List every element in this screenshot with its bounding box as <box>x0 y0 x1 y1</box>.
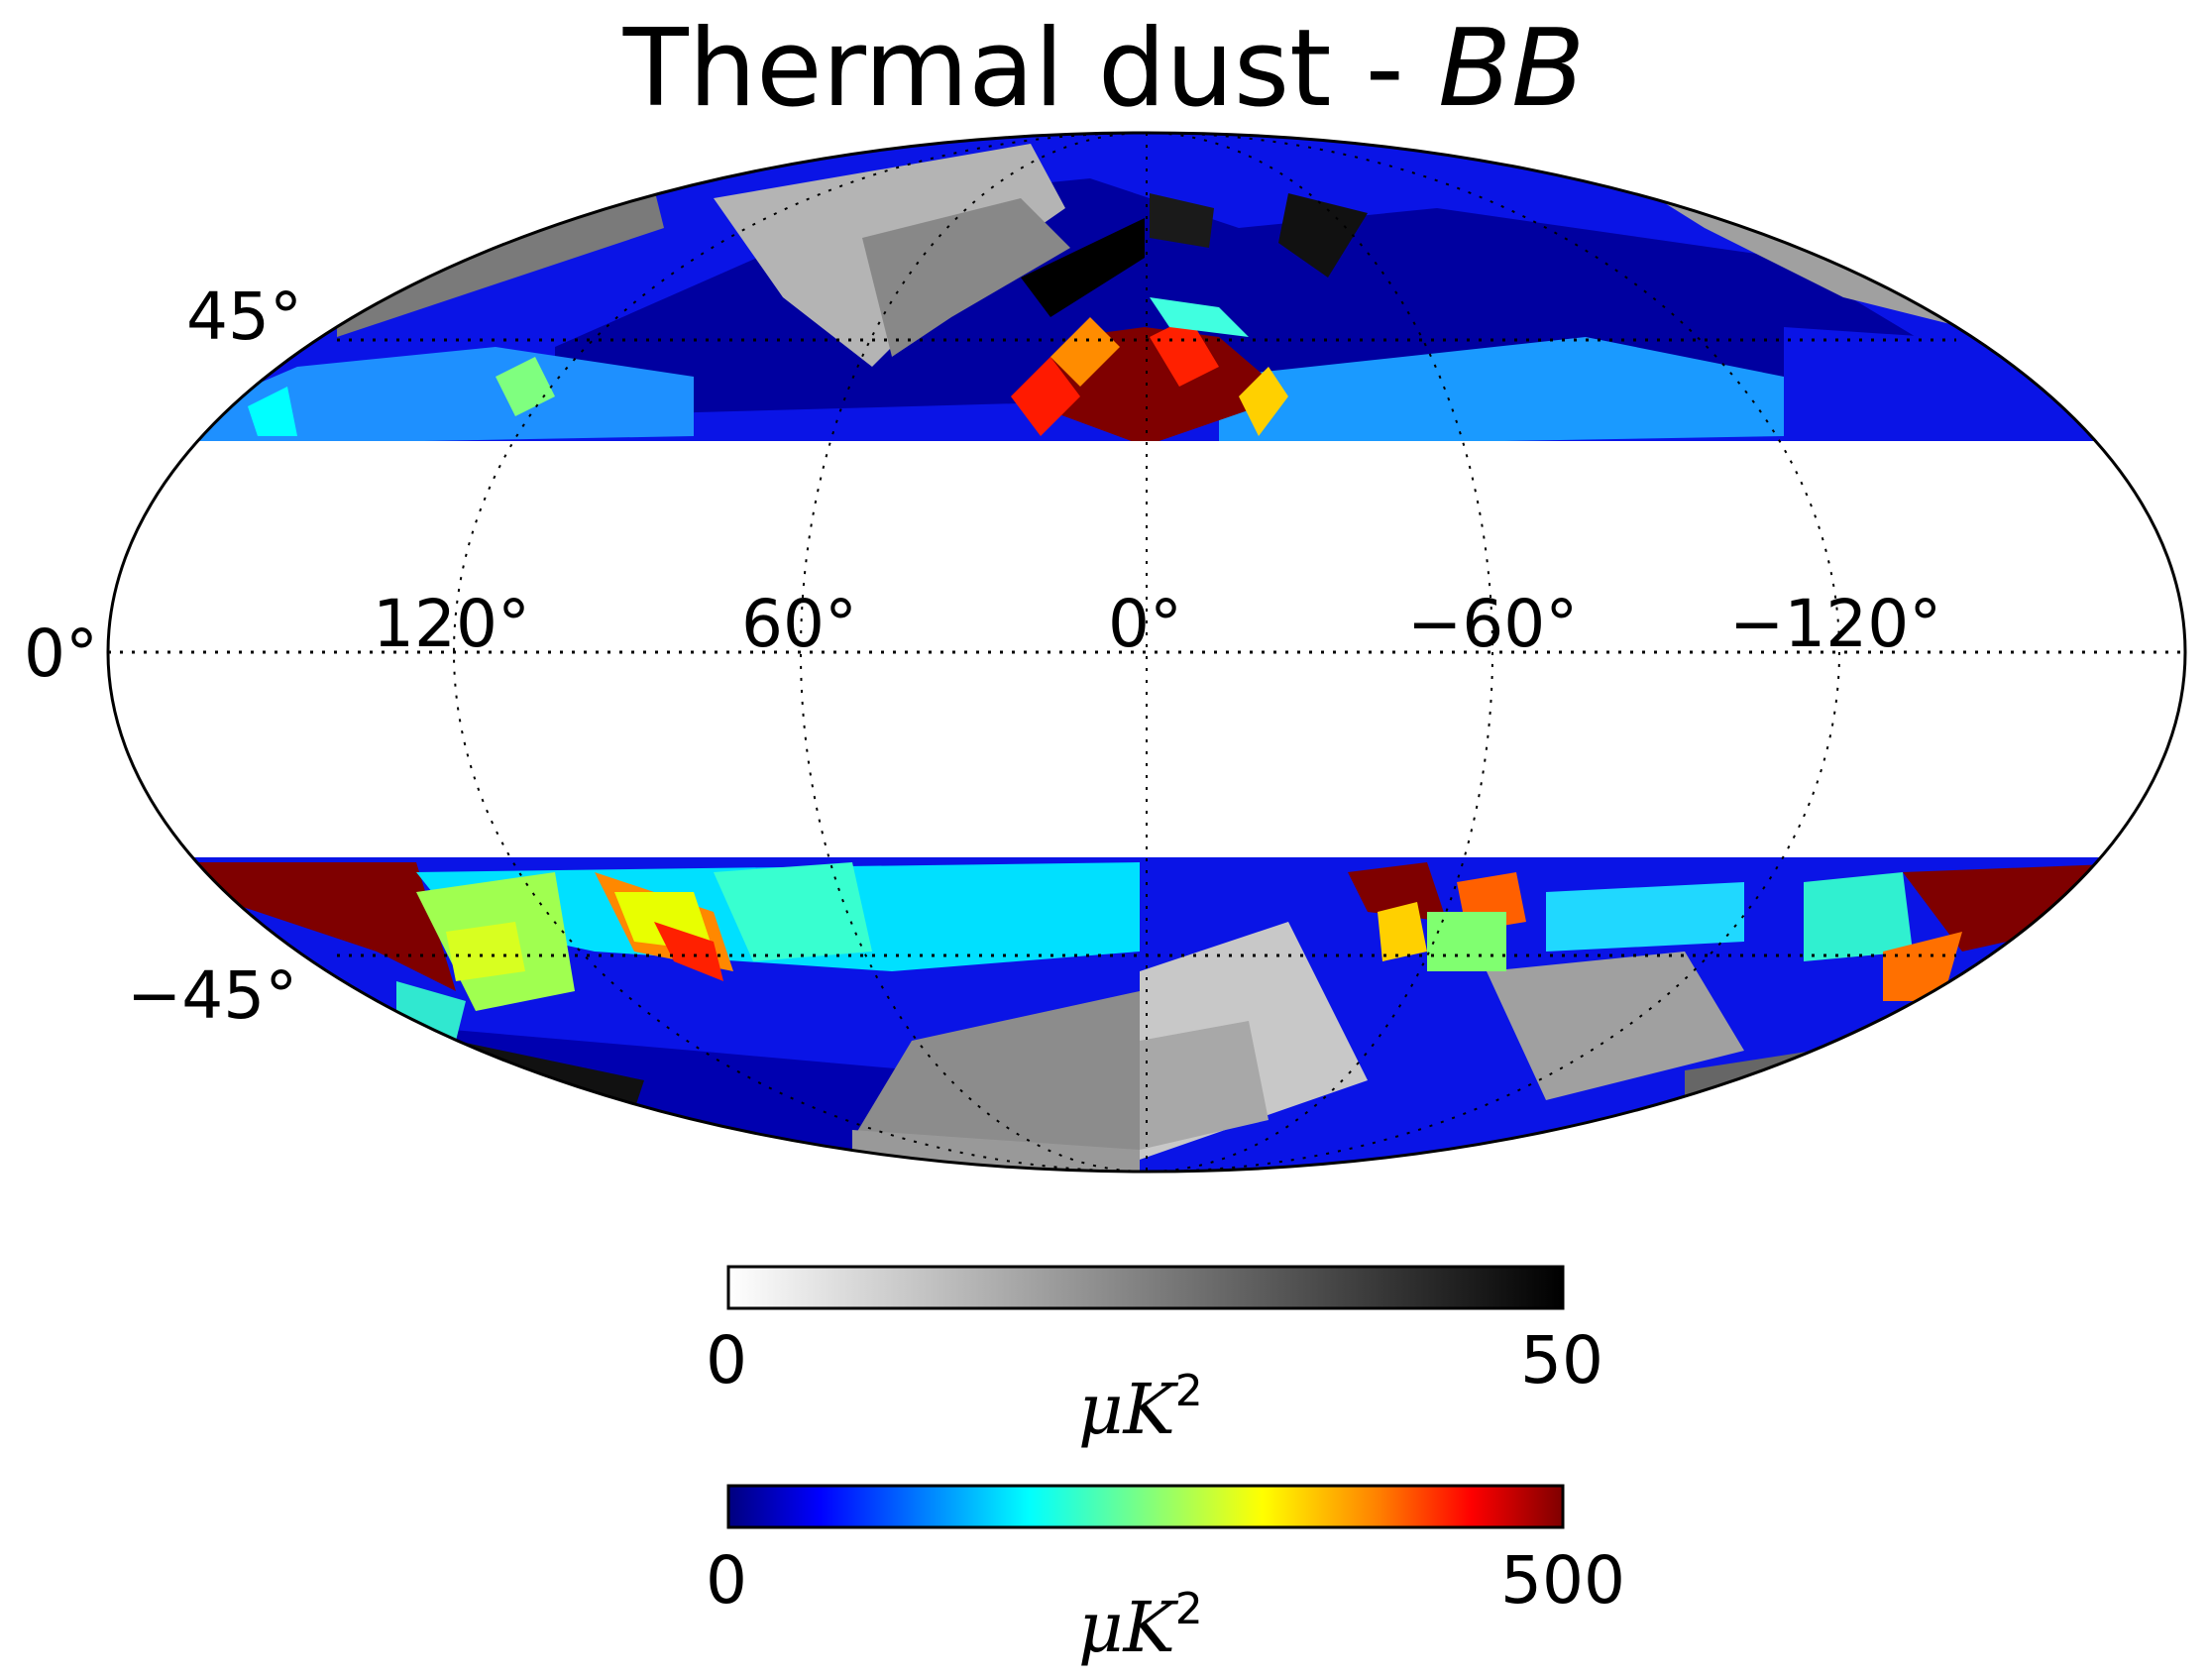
lat-tick-minus-45: −45° <box>127 957 298 1034</box>
south-gray-patch-center-left <box>852 991 1140 1160</box>
colorbar-gray-min-label: 0 <box>706 1322 747 1399</box>
south-dark-red-spot-right <box>1348 862 1447 922</box>
meridian-120 <box>453 132 1840 1173</box>
lon-tick-60: 60° <box>741 586 857 662</box>
south-yellow-spot-right <box>1378 902 1427 961</box>
north-cyan-spot <box>1150 297 1249 337</box>
lat-tick-0: 0° <box>24 616 98 692</box>
colorbar-jet-max-label: 500 <box>1500 1542 1625 1619</box>
south-red-spot-left <box>654 922 723 981</box>
south-dark-red-left <box>159 862 456 991</box>
colorbar-jet <box>726 1484 1565 1529</box>
colorbar-jet-min-label: 0 <box>706 1542 747 1619</box>
south-teal-left <box>714 862 872 961</box>
south-cyan-far-right <box>1804 872 1913 961</box>
map-boundary <box>106 131 2187 1174</box>
south-gray-center-mid <box>1140 1021 1269 1150</box>
north-hot-spot-red-left <box>1011 357 1080 436</box>
north-hot-spot-yellow <box>1239 367 1288 436</box>
north-gray-patch-top-left <box>337 188 664 337</box>
north-right-blue-fade <box>1784 327 2185 446</box>
north-hot-spot-red-right <box>1150 317 1219 387</box>
lon-tick-0: 0° <box>1108 586 1182 662</box>
lon-tick-minus-120: −120° <box>1729 586 1942 662</box>
lat-tick-45: 45° <box>186 279 302 355</box>
lon-tick-120: 120° <box>373 586 530 662</box>
north-black-block <box>1021 218 1145 317</box>
colorbar-jet-unit: μK2 <box>1078 1584 1203 1668</box>
colorbar-gray <box>726 1265 1565 1310</box>
north-cyan-spot-left <box>496 357 555 416</box>
colorbar-gray-unit: μK2 <box>1078 1366 1203 1450</box>
south-yellowgreen-left <box>446 922 525 981</box>
south-gray-right <box>1487 952 1744 1100</box>
north-black-block-2 <box>1150 193 1214 248</box>
north-black-block-3 <box>1278 193 1368 278</box>
north-cyan-spot-far-left <box>248 387 297 436</box>
lon-tick-minus-60: −60° <box>1407 586 1579 662</box>
north-gray-patch-left-dark <box>862 198 1070 357</box>
colorbar-gray-max-label: 50 <box>1520 1322 1603 1399</box>
north-cyan-strip-right <box>1219 337 1784 446</box>
south-cyan-right <box>1546 882 1744 952</box>
north-hot-spot-orange <box>1050 317 1120 387</box>
south-teal-small-left <box>396 981 466 1041</box>
south-green-right <box>1427 912 1506 971</box>
chart-title: Thermal dust - BB <box>622 7 1586 131</box>
south-orange-far-right <box>1883 932 1962 1001</box>
